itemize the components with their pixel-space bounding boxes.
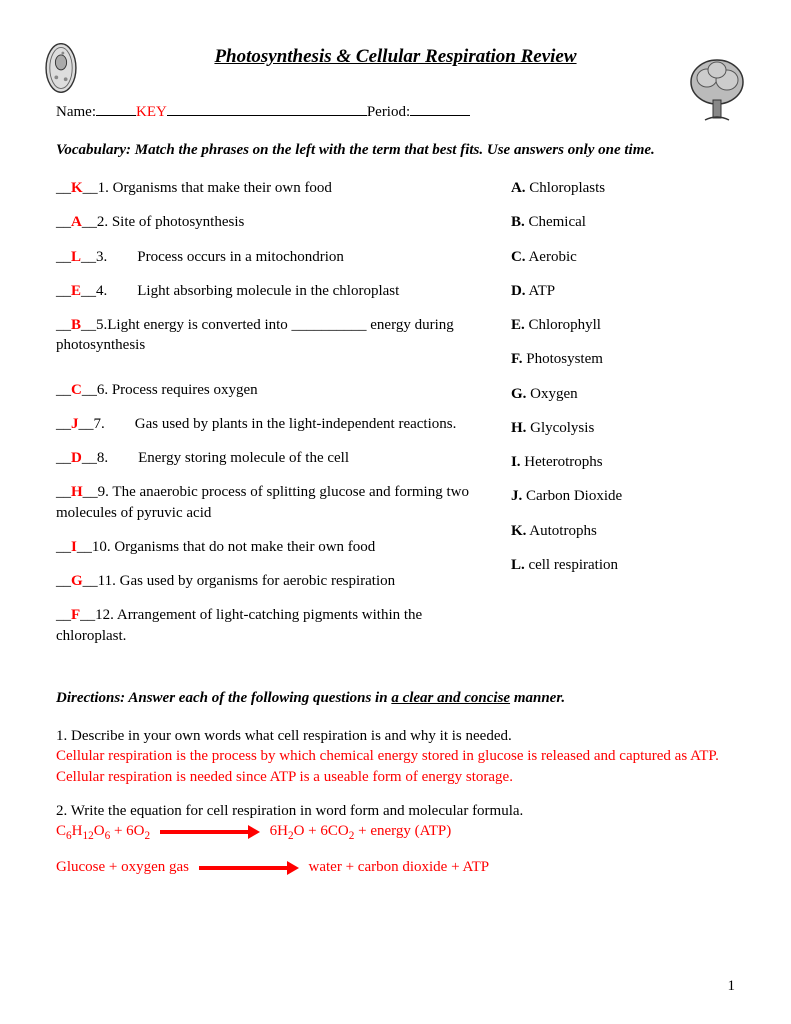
page: Photosynthesis & Cellular Respiration Re… <box>0 0 791 1024</box>
question-10: __I__10. Organisms that do not make thei… <box>56 537 491 557</box>
question-1: __K__1. Organisms that make their own fo… <box>56 178 491 198</box>
terms-column: A. Chloroplasts B. Chemical C. Aerobic D… <box>511 178 735 660</box>
equation-word: Glucose + oxygen gas water + carbon diox… <box>56 857 735 877</box>
answer-2: A <box>71 214 82 230</box>
sa-answer-1: Cellular respiration is the process by w… <box>56 746 735 787</box>
term-g: G. Oxygen <box>511 384 735 404</box>
question-2: __A__2. Site of photosynthesis <box>56 212 491 232</box>
term-e: E. Chlorophyll <box>511 315 735 335</box>
name-period-line: Name: KEY Period: <box>56 100 735 122</box>
equation-molecular: C6H12O6 + 6O2 6H2O + 6CO2 + energy (ATP) <box>56 821 735 841</box>
question-3: __L__3. Process occurs in a mitochondrio… <box>56 247 491 267</box>
question-9: __H__9. The anaerobic process of splitti… <box>56 482 491 523</box>
term-h: H. Glycolysis <box>511 418 735 438</box>
sa-question-1: 1. Describe in your own words what cell … <box>56 726 735 746</box>
term-b: B. Chemical <box>511 212 735 232</box>
page-number: 1 <box>728 976 736 996</box>
answer-4: E <box>71 283 81 299</box>
answer-12: F <box>71 607 80 623</box>
name-value: KEY <box>136 104 167 120</box>
question-7: __J__7. Gas used by plants in the light-… <box>56 414 491 434</box>
term-f: F. Photosystem <box>511 349 735 369</box>
matching-section: __K__1. Organisms that make their own fo… <box>56 178 735 660</box>
term-i: I. Heterotrophs <box>511 452 735 472</box>
question-6: __C__6. Process requires oxygen <box>56 380 491 400</box>
arrow-icon <box>199 863 299 873</box>
term-l: L. cell respiration <box>511 555 735 575</box>
cell-icon <box>42 40 80 96</box>
arrow-icon <box>160 827 260 837</box>
answer-7: J <box>71 416 79 432</box>
period-label: Period: <box>367 104 410 120</box>
question-12: __F__12. Arrangement of light-catching p… <box>56 605 491 646</box>
term-c: C. Aerobic <box>511 247 735 267</box>
page-title: Photosynthesis & Cellular Respiration Re… <box>56 44 735 70</box>
question-11: __G__11. Gas used by organisms for aerob… <box>56 571 491 591</box>
question-4: __E__4. Light absorbing molecule in the … <box>56 281 491 301</box>
answer-11: G <box>71 573 83 589</box>
tree-icon <box>685 56 749 126</box>
vocab-instructions: Vocabulary: Match the phrases on the lef… <box>56 140 735 160</box>
short-answer-directions: Directions: Answer each of the following… <box>56 688 735 708</box>
answer-10: I <box>71 539 77 555</box>
term-d: D. ATP <box>511 281 735 301</box>
answer-5: B <box>71 317 81 333</box>
question-8: __D__8. Energy storing molecule of the c… <box>56 448 491 468</box>
term-k: K. Autotrophs <box>511 521 735 541</box>
questions-column: __K__1. Organisms that make their own fo… <box>56 178 491 660</box>
answer-8: D <box>71 450 82 466</box>
answer-9: H <box>71 484 83 500</box>
answer-6: C <box>71 382 82 398</box>
answer-3: L <box>71 249 81 265</box>
question-5: __B__5.Light energy is converted into __… <box>56 315 491 356</box>
term-a: A. Chloroplasts <box>511 178 735 198</box>
name-label: Name: <box>56 104 96 120</box>
term-j: J. Carbon Dioxide <box>511 486 735 506</box>
sa-question-2: 2. Write the equation for cell respirati… <box>56 801 735 821</box>
answer-1: K <box>71 180 83 196</box>
